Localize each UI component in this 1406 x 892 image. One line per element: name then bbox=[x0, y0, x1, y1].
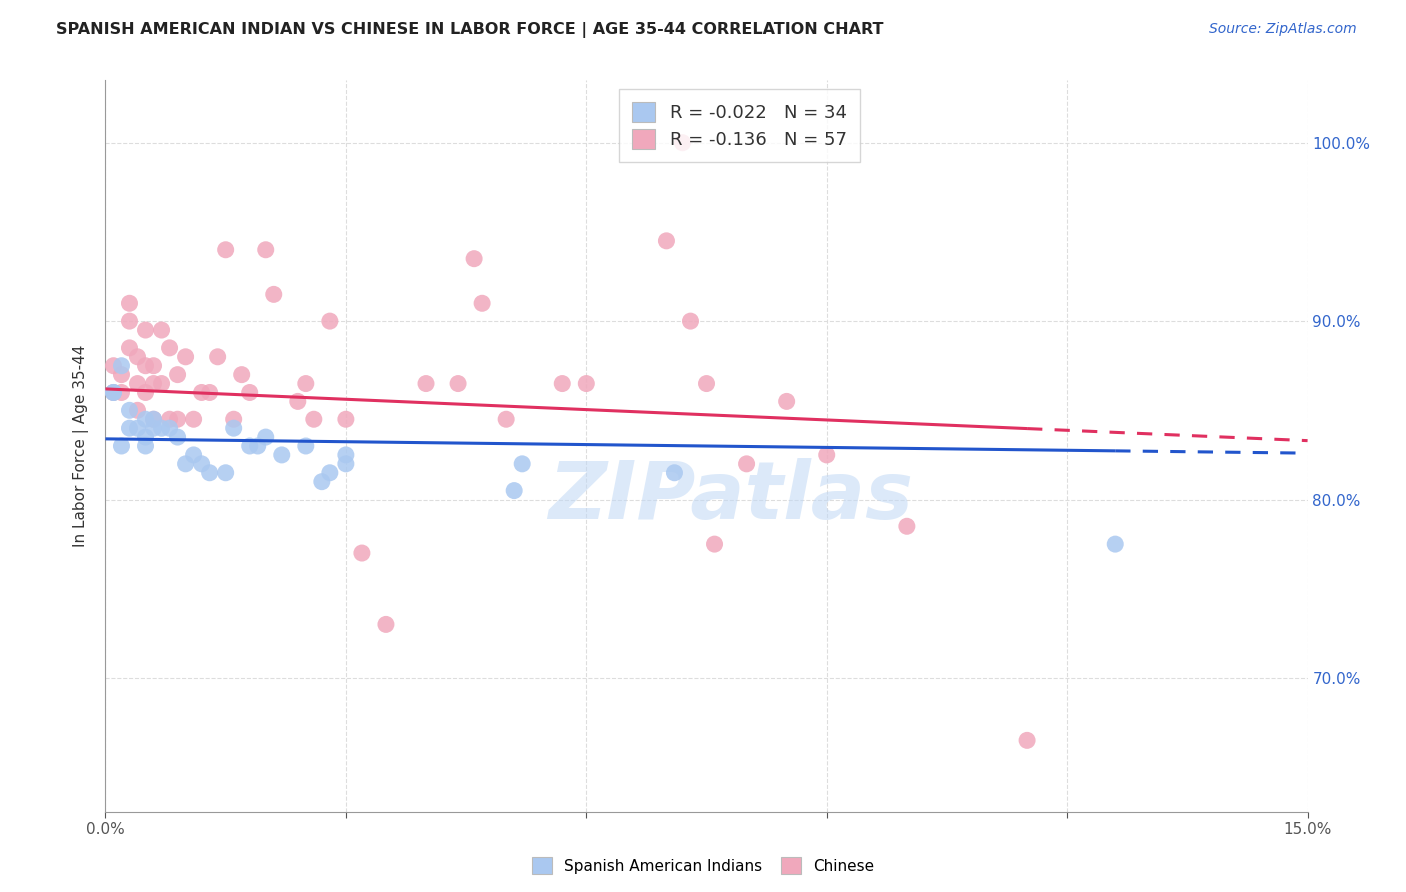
Point bbox=[471, 296, 494, 310]
Point bbox=[127, 376, 149, 391]
Point bbox=[246, 439, 269, 453]
Point bbox=[374, 617, 398, 632]
Point bbox=[295, 439, 318, 453]
Legend: Spanish American Indians, Chinese: Spanish American Indians, Chinese bbox=[526, 851, 880, 880]
Point bbox=[150, 323, 173, 337]
Point bbox=[127, 421, 149, 435]
Point bbox=[664, 466, 686, 480]
Point bbox=[159, 421, 181, 435]
Point bbox=[679, 314, 702, 328]
Point bbox=[1017, 733, 1039, 747]
Point bbox=[270, 448, 292, 462]
Text: SPANISH AMERICAN INDIAN VS CHINESE IN LABOR FORCE | AGE 35-44 CORRELATION CHART: SPANISH AMERICAN INDIAN VS CHINESE IN LA… bbox=[56, 22, 884, 38]
Point bbox=[118, 314, 141, 328]
Point bbox=[776, 394, 799, 409]
Point bbox=[735, 457, 758, 471]
Point bbox=[110, 439, 132, 453]
Point bbox=[495, 412, 517, 426]
Point bbox=[142, 412, 165, 426]
Point bbox=[311, 475, 333, 489]
Point bbox=[214, 466, 236, 480]
Point bbox=[183, 412, 205, 426]
Text: Source: ZipAtlas.com: Source: ZipAtlas.com bbox=[1209, 22, 1357, 37]
Point bbox=[222, 421, 245, 435]
Point bbox=[135, 385, 157, 400]
Point bbox=[150, 376, 173, 391]
Point bbox=[159, 341, 181, 355]
Point bbox=[214, 243, 236, 257]
Point bbox=[110, 368, 132, 382]
Point bbox=[254, 243, 277, 257]
Point bbox=[135, 430, 157, 444]
Point bbox=[150, 421, 173, 435]
Point bbox=[135, 439, 157, 453]
Point bbox=[118, 341, 141, 355]
Point bbox=[174, 457, 197, 471]
Point bbox=[575, 376, 598, 391]
Point bbox=[302, 412, 325, 426]
Point bbox=[319, 466, 342, 480]
Point bbox=[118, 403, 141, 417]
Point bbox=[142, 376, 165, 391]
Point bbox=[551, 376, 574, 391]
Point bbox=[335, 457, 357, 471]
Point bbox=[703, 537, 725, 551]
Point bbox=[174, 350, 197, 364]
Point bbox=[166, 430, 188, 444]
Point bbox=[190, 457, 212, 471]
Point bbox=[103, 385, 125, 400]
Point bbox=[1104, 537, 1126, 551]
Point bbox=[415, 376, 437, 391]
Point bbox=[118, 421, 141, 435]
Point bbox=[335, 448, 357, 462]
Point bbox=[198, 385, 221, 400]
Point bbox=[103, 385, 125, 400]
Point bbox=[222, 412, 245, 426]
Point bbox=[295, 376, 318, 391]
Point bbox=[103, 385, 125, 400]
Point bbox=[198, 466, 221, 480]
Point bbox=[127, 350, 149, 364]
Point bbox=[896, 519, 918, 533]
Point bbox=[135, 323, 157, 337]
Text: ZIPatlas: ZIPatlas bbox=[548, 458, 912, 536]
Point bbox=[135, 359, 157, 373]
Point bbox=[350, 546, 373, 560]
Point bbox=[239, 385, 262, 400]
Point bbox=[135, 412, 157, 426]
Point bbox=[655, 234, 678, 248]
Point bbox=[110, 359, 132, 373]
Point bbox=[671, 136, 693, 150]
Point bbox=[231, 368, 253, 382]
Point bbox=[263, 287, 285, 301]
Point bbox=[190, 385, 212, 400]
Point bbox=[335, 412, 357, 426]
Point bbox=[127, 403, 149, 417]
Point bbox=[254, 430, 277, 444]
Point bbox=[142, 421, 165, 435]
Point bbox=[118, 296, 141, 310]
Point bbox=[503, 483, 526, 498]
Point bbox=[103, 359, 125, 373]
Y-axis label: In Labor Force | Age 35-44: In Labor Force | Age 35-44 bbox=[73, 345, 90, 547]
Point bbox=[142, 359, 165, 373]
Legend: R = -0.022   N = 34, R = -0.136   N = 57: R = -0.022 N = 34, R = -0.136 N = 57 bbox=[620, 89, 859, 161]
Point bbox=[447, 376, 470, 391]
Point bbox=[166, 368, 188, 382]
Point bbox=[696, 376, 718, 391]
Point bbox=[815, 448, 838, 462]
Point bbox=[510, 457, 533, 471]
Point bbox=[239, 439, 262, 453]
Point bbox=[110, 385, 132, 400]
Point bbox=[159, 412, 181, 426]
Point bbox=[463, 252, 485, 266]
Point bbox=[183, 448, 205, 462]
Point bbox=[166, 412, 188, 426]
Point bbox=[287, 394, 309, 409]
Point bbox=[142, 412, 165, 426]
Point bbox=[207, 350, 229, 364]
Point bbox=[319, 314, 342, 328]
